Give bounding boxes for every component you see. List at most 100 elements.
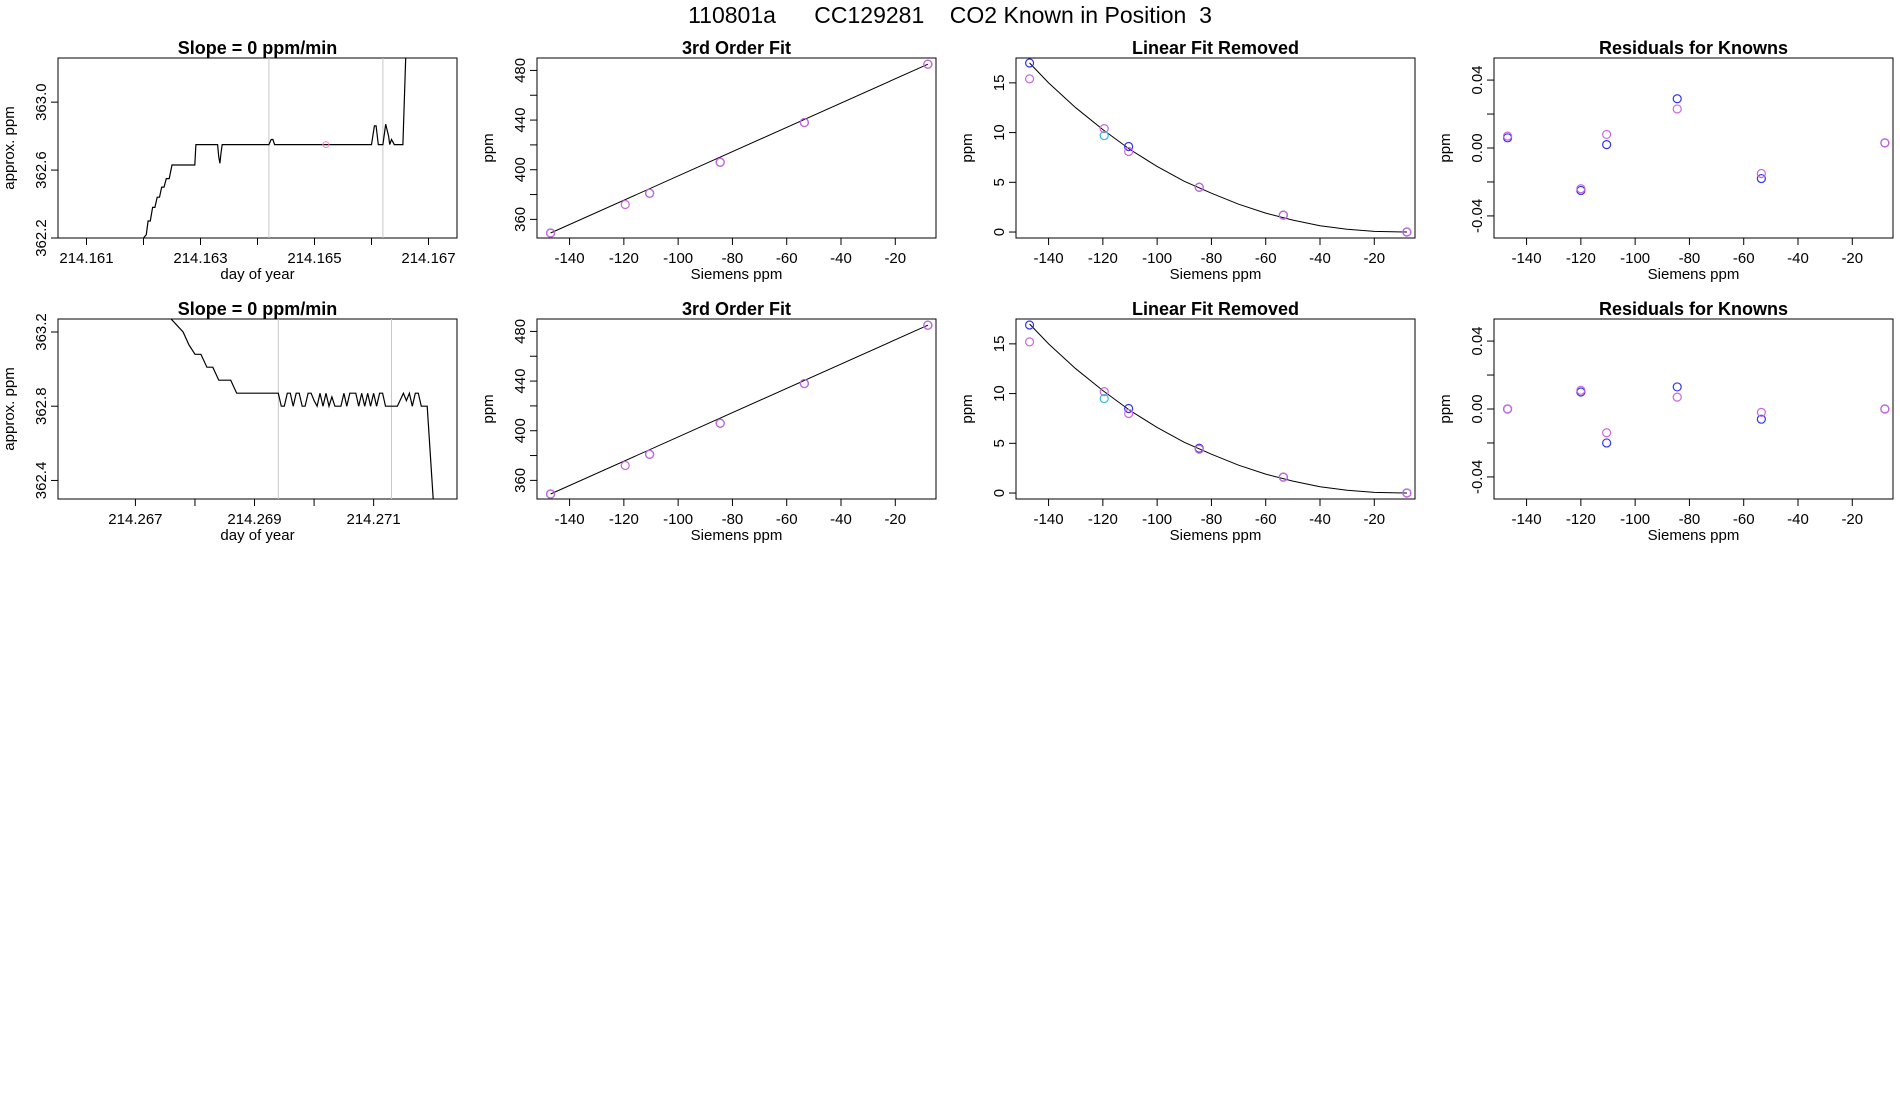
y-tick-label: 5 [991,439,1008,447]
chart-panel-1: Slope = 0 ppm/min 214.161 214.163 214.165 21… [1,38,458,283]
x-tick-label: -140 [555,511,585,528]
data-point [1672,382,1682,392]
y-tick-label: 0.04 [1469,326,1486,355]
plot-data [1502,94,1890,196]
x-tick-label: -120 [1566,511,1596,528]
x-tick-label: -80 [722,250,744,267]
y-tick-label: 0.00 [1469,394,1486,423]
x-tick-label: -40 [830,250,852,267]
data-point [1672,392,1682,402]
x-axis-label: Siemens ppm [691,266,783,283]
y-axis-label: ppm [1437,133,1454,162]
data-point [1402,227,1412,237]
data-point [1278,210,1288,220]
y-tick-label: 15 [991,75,1008,92]
x-axis-label: Siemens ppm [691,527,783,544]
y-tick-label: 400 [512,157,529,182]
chart-title: Linear Fit Removed [1132,38,1299,58]
y-tick-label: 363.0 [33,83,50,121]
x-tick-label: -80 [1201,250,1223,267]
x-tick-label: -40 [1309,250,1331,267]
x-tick-label: -100 [1142,250,1172,267]
x-tick-label: 214.267 [108,511,162,528]
fit-curve [550,63,929,234]
y-axis-label: ppm [480,133,497,162]
data-point [620,460,630,471]
y-tick-label: -0.04 [1469,460,1486,494]
x-tick-label: -20 [884,511,906,528]
x-tick-label: 214.271 [347,511,401,528]
y-tick-label: 440 [512,369,529,394]
x-tick-label: -20 [1363,511,1385,528]
data-point-marker [322,141,330,149]
x-tick-label: -120 [1088,250,1118,267]
data-point [645,449,655,459]
y-tick-label: 15 [991,336,1008,353]
series-line [170,319,434,499]
data-point [1099,393,1109,404]
x-tick-label: -40 [1787,250,1809,267]
x-tick-label: -60 [1733,511,1755,528]
data-point [645,188,655,198]
x-tick-label: -100 [663,250,693,267]
x-tick-label: -140 [1034,250,1064,267]
x-tick-label: -40 [1309,511,1331,528]
data-point [1124,408,1134,419]
chart-panel-3: Linear Fit Removed -140 -120 -100 -80 -60 -40 -… [959,38,1416,283]
y-axis-label: ppm [959,133,976,162]
data-point [1602,428,1612,438]
data-point [799,378,809,389]
x-axis-label: Siemens ppm [1648,266,1740,283]
y-axis-label: ppm [959,394,976,423]
y-axis-label: approx. ppm [1,367,18,450]
data-point [545,228,556,238]
y-tick-label: -0.04 [1469,199,1486,233]
data-point [1880,138,1890,148]
x-axis-label: Siemens ppm [1170,266,1262,283]
y-axis-label: ppm [480,394,497,423]
x-axis-label: day of year [220,527,294,544]
plot-data [170,319,434,499]
data-point [1576,184,1586,194]
y-tick-label: 0.00 [1469,133,1486,162]
plot-frame [1493,57,1894,239]
chart-title: Slope = 0 ppm/min [178,38,338,58]
x-tick-label: -60 [1255,250,1277,267]
x-tick-label: -120 [609,511,639,528]
x-axis-label: day of year [220,266,294,283]
x-tick-label: 214.161 [59,250,113,267]
x-tick-label: -80 [722,511,744,528]
page-title: 110801a CC129281 CO2 Known in Position 3 [688,2,1212,28]
data-point [1756,414,1766,424]
data-point [1880,404,1890,414]
plot-frame [57,57,458,239]
data-point [1756,168,1766,179]
data-point [1024,337,1035,347]
plot-data [1024,320,1412,498]
x-tick-label: -140 [1034,511,1064,528]
y-tick-label: 0 [991,228,1008,236]
x-tick-label: -80 [1679,511,1701,528]
plot-frame [1493,318,1894,500]
x-axis-label: Siemens ppm [1648,527,1740,544]
plot-frame [1015,318,1416,500]
data-point [1099,386,1109,397]
data-point [1672,94,1682,104]
fit-curve [550,324,929,495]
data-point [1099,124,1109,134]
x-tick-label: -40 [830,511,852,528]
fit-curve [1029,323,1407,494]
data-point [1024,320,1035,330]
x-tick-label: 214.163 [173,250,227,267]
x-tick-label: 214.167 [401,250,455,267]
chart-panel-4: Residuals for Knowns -140 -120 -100 -80 -60 -4… [1437,38,1894,283]
data-point [715,157,725,167]
chart-panel-7: Linear Fit Removed -140 -120 -100 -80 -60 -40 -… [959,299,1416,544]
y-axis-label: approx. ppm [1,106,18,189]
data-point [620,199,630,210]
x-tick-label: -60 [776,511,798,528]
y-tick-label: 360 [512,468,529,493]
x-tick-label: -100 [1620,250,1650,267]
y-tick-label: 362.2 [33,219,50,257]
plot-data [545,59,933,238]
